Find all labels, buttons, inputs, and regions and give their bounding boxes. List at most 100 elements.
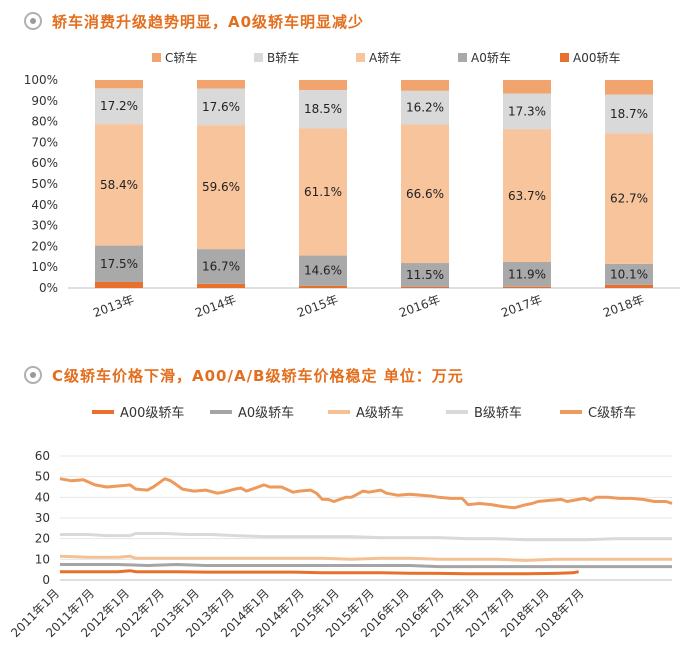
y-tick-label: 0% — [39, 281, 58, 295]
bar-segment — [95, 88, 143, 125]
bar-segment — [503, 129, 551, 262]
x-tick-label: 2017年 — [499, 292, 544, 320]
chart1-header: 轿车消费升级趋势明显，A0级轿车明显减少 — [24, 8, 364, 34]
legend-label: A轿车 — [369, 50, 401, 65]
y-tick-label: 50% — [31, 177, 58, 191]
data-label: 17.3% — [508, 105, 546, 119]
bar-segment — [401, 80, 449, 91]
y-tick-label: 100% — [24, 73, 58, 87]
legend-label: A00级轿车 — [120, 405, 184, 421]
bar-segment — [95, 124, 143, 246]
y-tick-label: 0 — [42, 573, 50, 587]
y-tick-label: 10% — [31, 260, 58, 274]
data-label: 62.7% — [610, 192, 648, 206]
y-tick-label: 40 — [35, 490, 50, 504]
bar-segment — [401, 124, 449, 264]
circle-bullet-icon — [24, 12, 42, 30]
chart1-title: 轿车消费升级趋势明显，A0级轿车明显减少 — [52, 12, 365, 31]
bar-segment — [503, 286, 551, 288]
bar-segment — [299, 128, 347, 256]
x-tick-label: 2018年 — [601, 292, 646, 320]
bar-segment — [197, 80, 245, 89]
data-label: 17.2% — [100, 99, 138, 113]
bar-segment — [299, 80, 347, 90]
series-line — [60, 569, 579, 576]
bar-segment — [401, 263, 449, 287]
y-tick-label: 70% — [31, 135, 58, 149]
series-line — [59, 477, 673, 510]
data-label: 61.1% — [304, 185, 342, 199]
data-label: 16.7% — [202, 259, 240, 273]
legend-label: B轿车 — [267, 50, 299, 65]
data-label: 11.9% — [508, 267, 546, 281]
legend-swatch — [152, 53, 161, 62]
y-tick-label: 30 — [35, 511, 50, 525]
line-chart: A00级轿车 A0级轿车 A级轿车 B级轿车 C级轿车01020304050602011… — [8, 405, 673, 640]
legend-swatch — [356, 53, 365, 62]
series-line — [59, 554, 672, 562]
legend-label: B级轿车 — [474, 405, 522, 421]
y-tick-label: 80% — [31, 115, 58, 129]
bar-segment — [605, 80, 653, 95]
stacked-bar-chart: C轿车 B轿车 A轿车 A0轿车 A00轿车 0% 10% 20% 30% 40% 50% 60% 70… — [24, 50, 680, 320]
legend-label: A0级轿车 — [238, 405, 294, 421]
data-label: 63.7% — [508, 189, 546, 203]
series-line — [60, 532, 672, 542]
bar-segment — [503, 80, 551, 94]
data-label: 11.5% — [406, 268, 444, 282]
y-tick-label: 30% — [31, 219, 58, 233]
y-tick-label: 50 — [35, 470, 50, 484]
bar-segment — [605, 94, 653, 134]
bar-segment — [605, 133, 653, 264]
bar-segment — [605, 284, 653, 288]
bar-segment — [503, 93, 551, 130]
y-tick-label: 40% — [31, 198, 58, 212]
bar-segment — [401, 90, 449, 125]
bar-segment — [401, 286, 449, 288]
bar-segment — [95, 245, 143, 282]
x-tick-label: 2016年 — [397, 292, 442, 320]
bar-segment — [299, 285, 347, 288]
y-tick-label: 20 — [35, 532, 50, 546]
y-tick-label: 90% — [31, 94, 58, 108]
bar-segment — [299, 255, 347, 286]
data-label: 59.6% — [202, 180, 240, 194]
bar-segment — [95, 80, 143, 89]
bar-segment — [197, 283, 245, 288]
bar-segment — [197, 249, 245, 284]
data-label: 58.4% — [100, 178, 138, 192]
data-label: 17.6% — [202, 100, 240, 114]
bar-segment — [197, 88, 245, 126]
data-label: 17.5% — [100, 257, 138, 271]
y-tick-label: 10 — [35, 552, 50, 566]
y-tick-label: 60% — [31, 156, 58, 170]
data-label: 10.1% — [610, 267, 648, 281]
legend-swatch — [254, 53, 263, 62]
legend-swatch — [458, 53, 467, 62]
data-label: 16.2% — [406, 101, 444, 115]
data-label: 66.6% — [406, 187, 444, 201]
series-line — [60, 563, 672, 569]
chart2-title: C级轿车价格下滑，A00/A/B级轿车价格稳定 单位：万元 — [52, 366, 464, 385]
legend-label: A00轿车 — [573, 50, 620, 65]
legend-label: A级轿车 — [356, 405, 404, 421]
bar-segment — [503, 262, 551, 287]
circle-bullet-icon — [24, 366, 42, 384]
y-tick-label: 20% — [31, 239, 58, 253]
data-label: 14.6% — [304, 264, 342, 278]
chart2-header: C级轿车价格下滑，A00/A/B级轿车价格稳定 单位：万元 — [24, 362, 464, 388]
x-tick-label: 2015年 — [295, 292, 340, 320]
legend-label: C级轿车 — [588, 405, 636, 421]
legend-label: A0轿车 — [471, 50, 511, 65]
data-label: 18.5% — [304, 102, 342, 116]
x-tick-label: 2014年 — [193, 292, 238, 320]
bar-segment — [95, 281, 143, 288]
legend-label: C轿车 — [165, 50, 197, 65]
data-label: 18.7% — [610, 107, 648, 121]
bar-segment — [197, 125, 245, 250]
bar-segment — [605, 263, 653, 285]
legend-swatch — [560, 53, 569, 62]
bar-segment — [299, 89, 347, 129]
x-tick-label: 2013年 — [91, 292, 136, 320]
y-tick-label: 60 — [35, 449, 50, 463]
